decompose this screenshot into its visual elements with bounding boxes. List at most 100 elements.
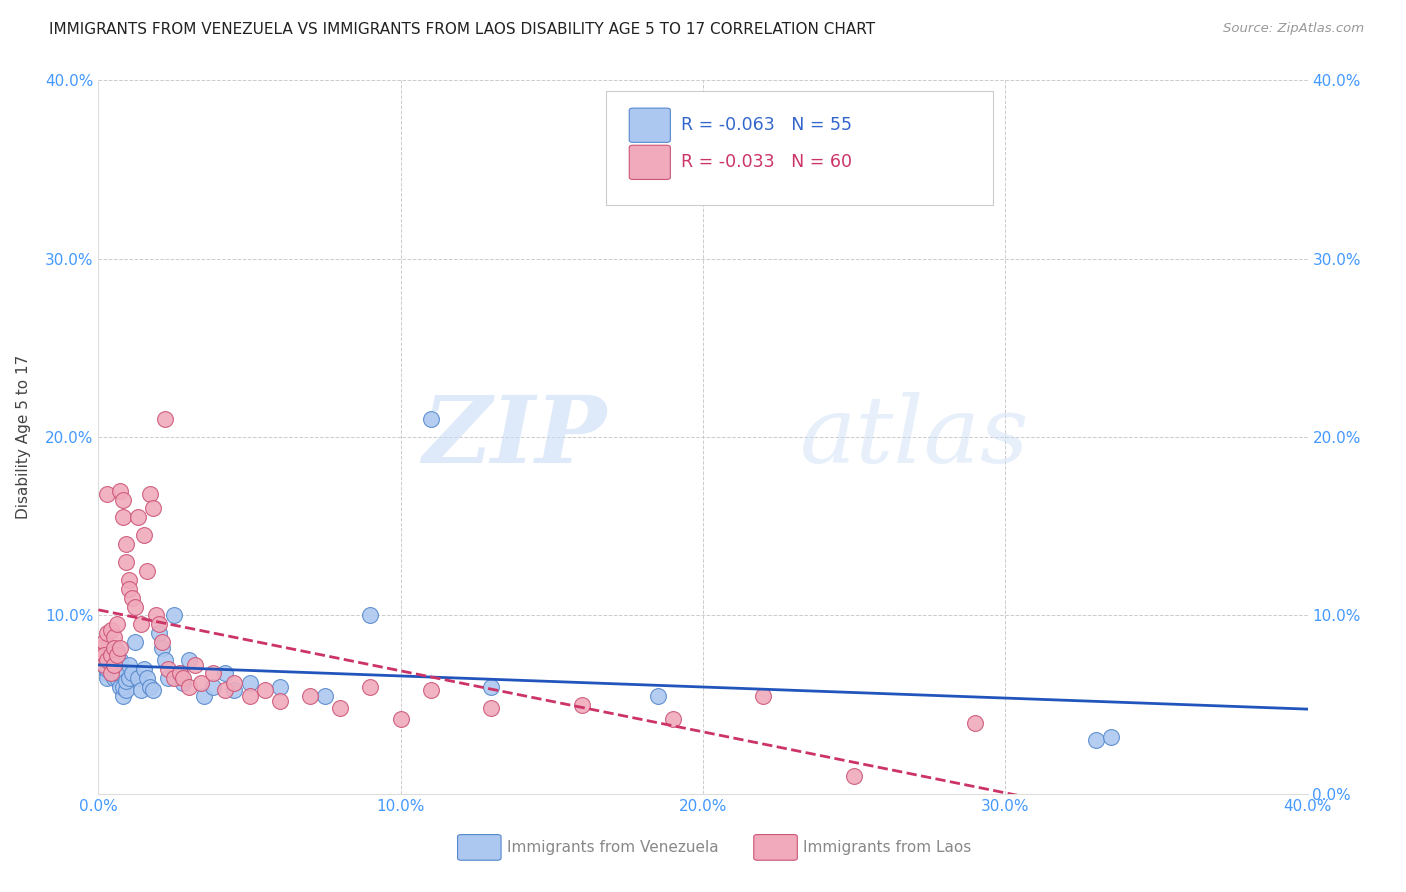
Point	[135, 671, 157, 685]
Point	[661, 712, 683, 726]
Point	[184, 658, 207, 673]
Point	[121, 591, 143, 605]
Point	[214, 665, 236, 680]
Point	[103, 655, 125, 669]
Point	[108, 483, 131, 498]
Point	[118, 573, 141, 587]
Point	[132, 662, 155, 676]
Point	[329, 701, 352, 715]
Point	[360, 680, 382, 694]
Point	[90, 653, 112, 667]
Point	[139, 680, 162, 694]
Point	[145, 608, 167, 623]
Point	[124, 599, 146, 614]
Point	[299, 689, 322, 703]
Point	[169, 665, 191, 680]
Point	[481, 701, 503, 715]
Point	[314, 689, 336, 703]
Point	[269, 694, 291, 708]
Point	[752, 689, 775, 703]
Point	[105, 658, 128, 673]
FancyBboxPatch shape	[630, 145, 671, 179]
Point	[163, 671, 186, 685]
Point	[150, 635, 173, 649]
Point	[100, 658, 122, 673]
Text: Source: ZipAtlas.com: Source: ZipAtlas.com	[1223, 22, 1364, 36]
Point	[148, 617, 170, 632]
Point	[103, 671, 125, 685]
Point	[420, 412, 443, 426]
Point	[1099, 730, 1122, 744]
Point	[127, 510, 149, 524]
Point	[105, 648, 128, 662]
Point	[142, 683, 165, 698]
Point	[118, 582, 141, 596]
Point	[224, 676, 246, 690]
Point	[103, 640, 125, 655]
Point	[156, 662, 179, 676]
Point	[90, 648, 112, 662]
Point	[121, 665, 143, 680]
Point	[93, 648, 115, 662]
Point	[150, 640, 173, 655]
Point	[105, 617, 128, 632]
Point	[103, 658, 125, 673]
Point	[163, 608, 186, 623]
Point	[93, 658, 115, 673]
Point	[100, 665, 122, 680]
Point	[156, 671, 179, 685]
FancyBboxPatch shape	[630, 108, 671, 143]
Point	[253, 683, 276, 698]
Point	[111, 492, 134, 507]
Point	[179, 680, 201, 694]
Point	[96, 653, 118, 667]
Point	[114, 537, 136, 551]
Point	[114, 683, 136, 698]
Point	[202, 665, 225, 680]
Point	[100, 648, 122, 662]
Point	[420, 683, 443, 698]
Point	[172, 671, 194, 685]
Point	[96, 671, 118, 685]
Point	[153, 653, 176, 667]
Point	[269, 680, 291, 694]
Point	[96, 665, 118, 680]
Point	[114, 555, 136, 569]
Point	[93, 658, 115, 673]
Point	[153, 412, 176, 426]
Point	[571, 698, 593, 712]
Point	[129, 617, 152, 632]
FancyBboxPatch shape	[457, 835, 501, 860]
Point	[389, 712, 412, 726]
Point	[965, 715, 987, 730]
Text: R = -0.033   N = 60: R = -0.033 N = 60	[682, 153, 852, 171]
Point	[148, 626, 170, 640]
Text: Immigrants from Venezuela: Immigrants from Venezuela	[508, 840, 718, 855]
Point	[118, 671, 141, 685]
Point	[844, 769, 866, 783]
Text: atlas: atlas	[800, 392, 1029, 482]
FancyBboxPatch shape	[606, 91, 993, 205]
Point	[93, 648, 115, 662]
Text: R = -0.063   N = 55: R = -0.063 N = 55	[682, 116, 852, 134]
Point	[142, 501, 165, 516]
Point	[124, 635, 146, 649]
Point	[135, 564, 157, 578]
Point	[647, 689, 669, 703]
Point	[111, 689, 134, 703]
Point	[239, 689, 262, 703]
FancyBboxPatch shape	[754, 835, 797, 860]
Y-axis label: Disability Age 5 to 17: Disability Age 5 to 17	[17, 355, 31, 519]
Point	[108, 653, 131, 667]
Point	[111, 510, 134, 524]
Point	[108, 680, 131, 694]
Point	[169, 665, 191, 680]
Point	[103, 662, 125, 676]
Point	[100, 665, 122, 680]
Point	[239, 676, 262, 690]
Point	[360, 608, 382, 623]
Point	[202, 680, 225, 694]
Point	[103, 648, 125, 662]
Point	[214, 683, 236, 698]
Point	[111, 680, 134, 694]
